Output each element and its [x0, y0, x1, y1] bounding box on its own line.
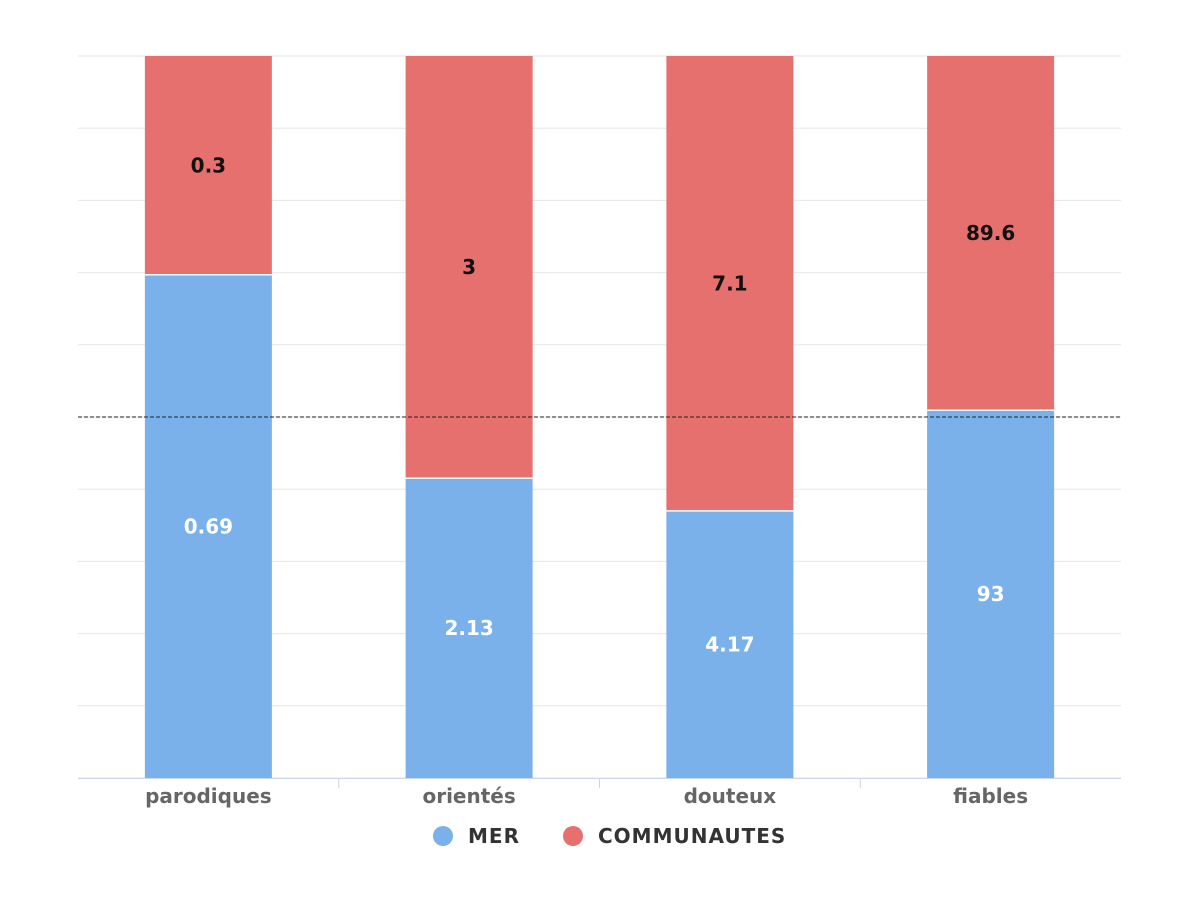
- x-tick-label: parodiques: [145, 784, 272, 808]
- data-label-mer: 2.13: [444, 616, 493, 640]
- x-axis: parodiques orientés douteux fiables: [78, 778, 1121, 808]
- x-tick-label: douteux: [684, 784, 777, 808]
- data-label-communautes: 7.1: [712, 271, 747, 295]
- data-label-mer: 4.17: [705, 632, 754, 656]
- bars: 0.3 0.69 3 2.13 7.1 4.17 89.6 93: [144, 56, 1055, 778]
- bar-mer-3[interactable]: [666, 510, 794, 778]
- bar-mer-1[interactable]: [144, 274, 272, 778]
- legend-item-communautes[interactable]: COMMUNAUTES: [563, 824, 786, 848]
- legend-label: MER: [468, 824, 520, 848]
- bar-mer-2[interactable]: [405, 478, 533, 778]
- legend-item-mer[interactable]: MER: [433, 824, 520, 848]
- bar-mer-4[interactable]: [927, 410, 1055, 778]
- legend-marker: [433, 826, 453, 846]
- bar-communautes-3[interactable]: [666, 56, 794, 511]
- legend[interactable]: MER COMMUNAUTES: [433, 824, 786, 848]
- x-tick-label: orientés: [422, 784, 515, 808]
- x-tick-label: fiables: [953, 784, 1028, 808]
- bar-communautes-2[interactable]: [405, 56, 533, 479]
- data-label-communautes: 3: [462, 255, 476, 279]
- bar-communautes-4[interactable]: [927, 56, 1055, 411]
- bar-communautes-1[interactable]: [144, 56, 272, 275]
- legend-marker: [563, 826, 583, 846]
- data-label-communautes: 0.3: [191, 153, 226, 177]
- legend-label: COMMUNAUTES: [598, 824, 786, 848]
- data-label-mer: 0.69: [184, 514, 233, 538]
- data-label-communautes: 89.6: [966, 221, 1015, 245]
- data-label-mer: 93: [977, 582, 1005, 606]
